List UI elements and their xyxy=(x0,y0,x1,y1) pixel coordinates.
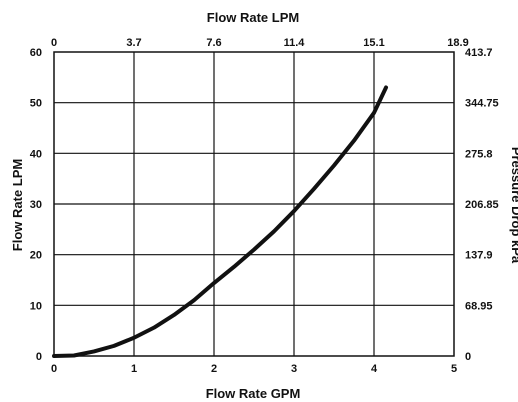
x2-tick-label: 3.7 xyxy=(126,37,141,49)
bottom-axis-title: Flow Rate GPM xyxy=(206,386,301,401)
x2-tick-label: 0 xyxy=(51,37,57,49)
x-tick-label: 4 xyxy=(371,363,378,375)
x-tick-label: 3 xyxy=(291,363,297,375)
y2-tick-label: 344.75 xyxy=(465,98,499,110)
right-axis-title: Pressure Drop kPa xyxy=(509,147,518,264)
y2-tick-label: 68.95 xyxy=(465,300,493,312)
y2-tick-label: 137.9 xyxy=(465,250,493,262)
plot-frame xyxy=(53,51,455,357)
series-line xyxy=(52,85,388,358)
y-tick-label: 10 xyxy=(30,300,42,312)
y2-tick-label: 206.85 xyxy=(465,199,499,211)
y-tick-label: 60 xyxy=(30,47,42,59)
top-axis-title: Flow Rate LPM xyxy=(207,10,299,25)
x2-tick-label: 7.6 xyxy=(206,37,221,49)
y-tick-label: 50 xyxy=(30,98,42,110)
left-axis-title: Flow Rate LPM xyxy=(10,159,25,251)
x-tick-label: 5 xyxy=(451,363,457,375)
grid-lines xyxy=(54,52,454,356)
x-tick-label: 0 xyxy=(51,363,57,375)
y-tick-label: 40 xyxy=(30,148,42,160)
x2-tick-label: 18.9 xyxy=(447,37,468,49)
y2-tick-label: 275.8 xyxy=(465,148,493,160)
y2-tick-label: 0 xyxy=(465,351,471,363)
y2-tick-label: 413.7 xyxy=(465,47,493,59)
x2-tick-label: 11.4 xyxy=(284,37,306,49)
y-tick-label: 0 xyxy=(36,351,42,363)
x-tick-label: 2 xyxy=(211,363,217,375)
y-tick-label: 30 xyxy=(30,199,42,211)
x2-tick-label: 15.1 xyxy=(363,37,384,49)
x-tick-label: 1 xyxy=(131,363,137,375)
y-tick-label: 20 xyxy=(30,250,42,262)
